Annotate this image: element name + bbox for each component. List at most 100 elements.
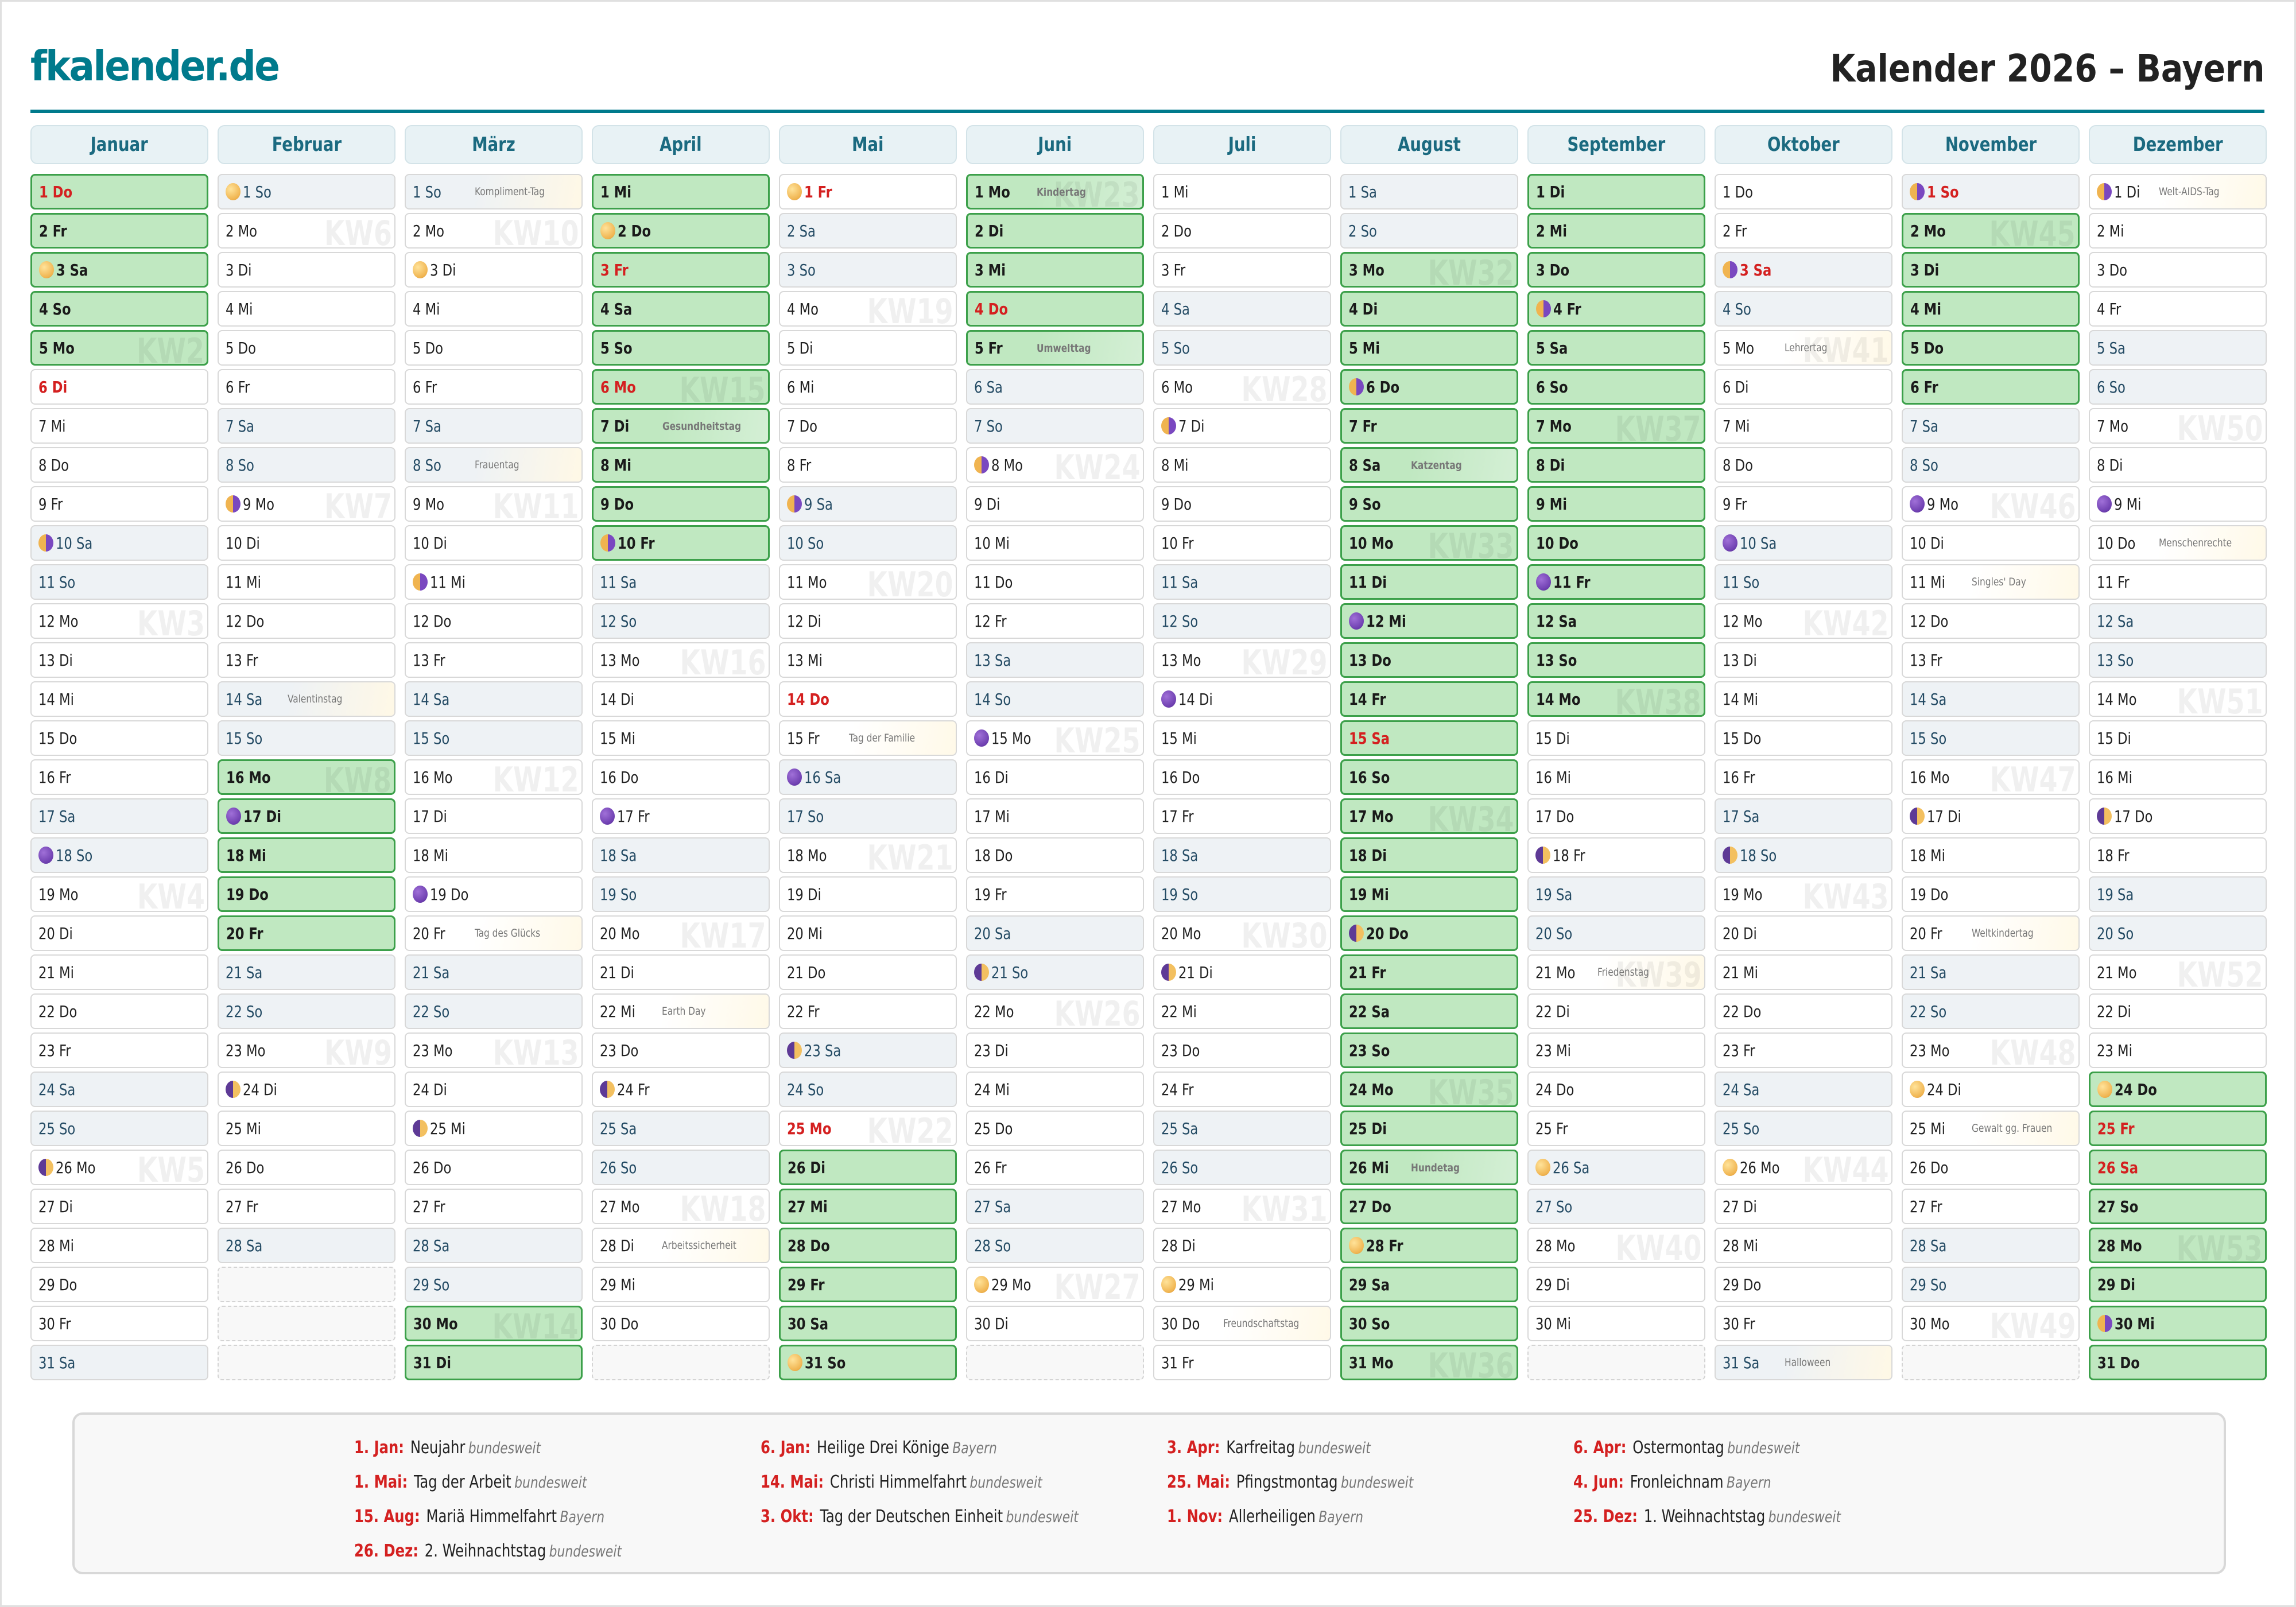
day-cell[interactable]: 26 Sa: [1527, 1150, 1705, 1185]
day-cell[interactable]: 6 Mi: [779, 369, 957, 405]
day-cell[interactable]: 24 Sa: [30, 1072, 208, 1107]
day-cell[interactable]: 23 Mo KW13: [405, 1032, 583, 1068]
day-cell[interactable]: 22 Di: [2089, 993, 2267, 1029]
day-cell[interactable]: 2 So: [1340, 213, 1518, 249]
day-cell[interactable]: 13 Fr: [405, 642, 583, 678]
day-cell[interactable]: 28 Sa: [1902, 1228, 2080, 1263]
day-cell[interactable]: 24 Mo KW35: [1340, 1072, 1518, 1107]
day-cell[interactable]: 11 Do: [966, 564, 1144, 600]
day-cell[interactable]: 23 Sa: [779, 1032, 957, 1068]
day-cell[interactable]: 26 Mo KW5: [30, 1150, 208, 1185]
day-cell[interactable]: 20 Fr Tag des Glücks: [405, 915, 583, 951]
day-cell[interactable]: 28 So: [966, 1228, 1144, 1263]
day-cell[interactable]: 14 Di: [592, 681, 770, 717]
day-cell[interactable]: 16 Mo KW47: [1902, 759, 2080, 795]
day-cell[interactable]: 11 Mo KW20: [779, 564, 957, 600]
day-cell[interactable]: 14 Di: [1153, 681, 1331, 717]
day-cell[interactable]: 18 So: [1715, 837, 1892, 873]
day-cell[interactable]: 21 Mo KW52: [2089, 954, 2267, 990]
day-cell[interactable]: 17 Di: [1902, 798, 2080, 834]
day-cell[interactable]: 18 Di: [1340, 837, 1518, 873]
day-cell[interactable]: 4 Do: [966, 291, 1144, 327]
day-cell[interactable]: 31 Fr: [1153, 1345, 1331, 1380]
day-cell[interactable]: 4 So: [30, 291, 208, 327]
day-cell[interactable]: 1 Mi: [592, 174, 770, 209]
day-cell[interactable]: 24 Do: [1527, 1072, 1705, 1107]
day-cell[interactable]: 11 Fr: [1527, 564, 1705, 600]
day-cell[interactable]: 31 Mo KW36: [1340, 1345, 1518, 1380]
day-cell[interactable]: 17 Sa: [30, 798, 208, 834]
day-cell[interactable]: 30 Mi: [1527, 1306, 1705, 1341]
day-cell[interactable]: 16 Mi: [2089, 759, 2267, 795]
day-cell[interactable]: 9 Do: [1153, 486, 1331, 522]
day-cell[interactable]: 21 Di: [1153, 954, 1331, 990]
day-cell[interactable]: 28 Mi: [30, 1228, 208, 1263]
day-cell[interactable]: 5 Do: [405, 330, 583, 366]
day-cell[interactable]: 15 So: [405, 720, 583, 756]
day-cell[interactable]: 23 Mo KW9: [218, 1032, 395, 1068]
day-cell[interactable]: 29 Sa: [1340, 1267, 1518, 1302]
day-cell[interactable]: 13 Fr: [218, 642, 395, 678]
day-cell[interactable]: 23 Do: [592, 1032, 770, 1068]
day-cell[interactable]: 25 Fr: [1527, 1111, 1705, 1146]
day-cell[interactable]: 7 Mi: [1715, 408, 1892, 444]
day-cell[interactable]: 12 So: [1153, 603, 1331, 639]
day-cell[interactable]: 19 Mo KW4: [30, 876, 208, 912]
day-cell[interactable]: 1 Do: [30, 174, 208, 209]
day-cell[interactable]: 3 Fr: [592, 252, 770, 288]
day-cell[interactable]: 25 Fr: [2089, 1111, 2267, 1146]
day-cell[interactable]: 16 So: [1340, 759, 1518, 795]
day-cell[interactable]: 8 So Frauentag: [405, 447, 583, 483]
day-cell[interactable]: 6 So: [1527, 369, 1705, 405]
day-cell[interactable]: 26 Mi Hundetag: [1340, 1150, 1518, 1185]
day-cell[interactable]: 5 Fr Umwelttag: [966, 330, 1144, 366]
day-cell[interactable]: 17 Di: [218, 798, 395, 834]
day-cell[interactable]: 8 Do: [30, 447, 208, 483]
day-cell[interactable]: 9 Mo KW7: [218, 486, 395, 522]
day-cell[interactable]: 26 Do: [405, 1150, 583, 1185]
day-cell[interactable]: 15 Do: [1715, 720, 1892, 756]
day-cell[interactable]: 27 Fr: [218, 1189, 395, 1224]
day-cell[interactable]: 15 Di: [1527, 720, 1705, 756]
day-cell[interactable]: 13 Fr: [1902, 642, 2080, 678]
day-cell[interactable]: 27 Do: [1340, 1189, 1518, 1224]
day-cell[interactable]: 7 Sa: [218, 408, 395, 444]
day-cell[interactable]: 11 Sa: [1153, 564, 1331, 600]
day-cell[interactable]: 18 Fr: [1527, 837, 1705, 873]
day-cell[interactable]: 22 Mo KW26: [966, 993, 1144, 1029]
day-cell[interactable]: 10 Do: [1527, 525, 1705, 561]
day-cell[interactable]: 12 Fr: [966, 603, 1144, 639]
day-cell[interactable]: 21 Sa: [1902, 954, 2080, 990]
day-cell[interactable]: 11 Mi: [405, 564, 583, 600]
day-cell[interactable]: 14 Do: [779, 681, 957, 717]
day-cell[interactable]: 26 Do: [218, 1150, 395, 1185]
day-cell[interactable]: 4 Mi: [218, 291, 395, 327]
day-cell[interactable]: 4 Sa: [592, 291, 770, 327]
day-cell[interactable]: 2 Di: [966, 213, 1144, 249]
day-cell[interactable]: 27 So: [2089, 1189, 2267, 1224]
day-cell[interactable]: 17 So: [779, 798, 957, 834]
day-cell[interactable]: 1 Di Welt-AIDS-Tag: [2089, 174, 2267, 209]
day-cell[interactable]: 20 Mo KW17: [592, 915, 770, 951]
day-cell[interactable]: 12 Mo KW3: [30, 603, 208, 639]
day-cell[interactable]: 1 So: [1902, 174, 2080, 209]
day-cell[interactable]: 3 Fr: [1153, 252, 1331, 288]
day-cell[interactable]: 11 Fr: [2089, 564, 2267, 600]
day-cell[interactable]: 11 So: [30, 564, 208, 600]
day-cell[interactable]: 31 Di: [405, 1345, 583, 1380]
day-cell[interactable]: 19 Mo KW43: [1715, 876, 1892, 912]
day-cell[interactable]: 30 Fr: [30, 1306, 208, 1341]
day-cell[interactable]: 14 Mi: [1715, 681, 1892, 717]
day-cell[interactable]: 19 Do: [1902, 876, 2080, 912]
day-cell[interactable]: 12 Sa: [2089, 603, 2267, 639]
day-cell[interactable]: 13 So: [1527, 642, 1705, 678]
day-cell[interactable]: 3 So: [779, 252, 957, 288]
day-cell[interactable]: 5 Di: [779, 330, 957, 366]
day-cell[interactable]: 23 Mi: [2089, 1032, 2267, 1068]
day-cell[interactable]: 14 Fr: [1340, 681, 1518, 717]
day-cell[interactable]: 24 Di: [1902, 1072, 2080, 1107]
site-logo[interactable]: fkalender.de: [30, 42, 280, 90]
day-cell[interactable]: 25 Mo KW22: [779, 1111, 957, 1146]
day-cell[interactable]: 25 Di: [1340, 1111, 1518, 1146]
day-cell[interactable]: 2 Mo KW45: [1902, 213, 2080, 249]
